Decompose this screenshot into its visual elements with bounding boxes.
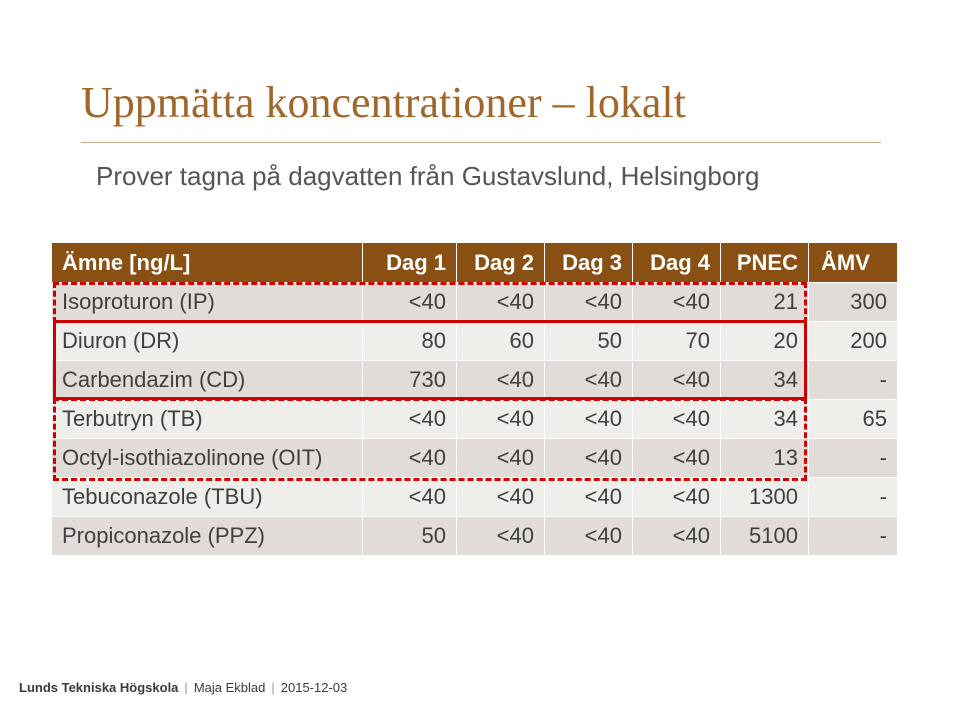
cell-substance: Isoproturon (IP) bbox=[52, 282, 362, 321]
cell-pnec: 13 bbox=[720, 438, 808, 477]
cell-day-4: 70 bbox=[632, 321, 720, 360]
table-row: Carbendazim (CD) 730 <40 <40 <40 34 - bbox=[52, 360, 897, 399]
cell-substance: Octyl-isothiazolinone (OIT) bbox=[52, 438, 362, 477]
cell-substance: Propiconazole (PPZ) bbox=[52, 516, 362, 555]
table-row: Diuron (DR) 80 60 50 70 20 200 bbox=[52, 321, 897, 360]
footer-separator: | bbox=[271, 680, 275, 695]
cell-day-1: 80 bbox=[362, 321, 456, 360]
cell-day-3: <40 bbox=[544, 477, 632, 516]
cell-day-2: <40 bbox=[456, 477, 544, 516]
cell-amv: - bbox=[808, 360, 897, 399]
table-row: Propiconazole (PPZ) 50 <40 <40 <40 5100 … bbox=[52, 516, 897, 555]
cell-pnec: 5100 bbox=[720, 516, 808, 555]
cell-day-3: <40 bbox=[544, 516, 632, 555]
header-day-1: Dag 1 bbox=[362, 243, 456, 282]
cell-day-4: <40 bbox=[632, 516, 720, 555]
cell-amv: 200 bbox=[808, 321, 897, 360]
cell-pnec: 1300 bbox=[720, 477, 808, 516]
header-amv: ÅMV bbox=[808, 243, 897, 282]
header-day-2: Dag 2 bbox=[456, 243, 544, 282]
cell-day-3: 50 bbox=[544, 321, 632, 360]
footer-date: 2015-12-03 bbox=[280, 680, 348, 695]
footer-separator: | bbox=[184, 680, 188, 695]
cell-day-4: <40 bbox=[632, 360, 720, 399]
cell-day-3: <40 bbox=[544, 399, 632, 438]
cell-substance: Carbendazim (CD) bbox=[52, 360, 362, 399]
slide-footer: Lunds Tekniska Högskola | Maja Ekblad | 2015… bbox=[19, 679, 347, 697]
cell-day-2: <40 bbox=[456, 516, 544, 555]
cell-substance: Terbutryn (TB) bbox=[52, 399, 362, 438]
cell-pnec: 34 bbox=[720, 360, 808, 399]
header-pnec: PNEC bbox=[720, 243, 808, 282]
cell-day-4: <40 bbox=[632, 399, 720, 438]
cell-substance: Tebuconazole (TBU) bbox=[52, 477, 362, 516]
cell-day-4: <40 bbox=[632, 438, 720, 477]
header-substance: Ämne [ng/L] bbox=[52, 243, 362, 282]
cell-day-2: <40 bbox=[456, 438, 544, 477]
cell-amv: - bbox=[808, 477, 897, 516]
cell-day-3: <40 bbox=[544, 438, 632, 477]
cell-day-2: <40 bbox=[456, 360, 544, 399]
table-row: Octyl-isothiazolinone (OIT) <40 <40 <40 … bbox=[52, 438, 897, 477]
cell-day-1: 50 bbox=[362, 516, 456, 555]
cell-day-3: <40 bbox=[544, 360, 632, 399]
cell-day-1: 730 bbox=[362, 360, 456, 399]
cell-day-2: <40 bbox=[456, 282, 544, 321]
slide-subtitle: Prover tagna på dagvatten från Gustavslu… bbox=[96, 161, 760, 191]
cell-substance: Diuron (DR) bbox=[52, 321, 362, 360]
footer-organization: Lunds Tekniska Högskola bbox=[19, 680, 179, 695]
cell-amv: 65 bbox=[808, 399, 897, 438]
cell-amv: 300 bbox=[808, 282, 897, 321]
cell-day-1: <40 bbox=[362, 282, 456, 321]
cell-day-1: <40 bbox=[362, 477, 456, 516]
cell-day-3: <40 bbox=[544, 282, 632, 321]
table-row: Isoproturon (IP) <40 <40 <40 <40 21 300 bbox=[52, 282, 897, 321]
concentration-table: Ämne [ng/L] Dag 1 Dag 2 Dag 3 Dag 4 PNEC… bbox=[52, 243, 897, 555]
cell-day-4: <40 bbox=[632, 477, 720, 516]
title-divider bbox=[81, 142, 881, 143]
table-row: Terbutryn (TB) <40 <40 <40 <40 34 65 bbox=[52, 399, 897, 438]
cell-amv: - bbox=[808, 516, 897, 555]
cell-amv: - bbox=[808, 438, 897, 477]
slide-title: Uppmätta koncentrationer – lokalt bbox=[81, 78, 686, 127]
footer-author: Maja Ekblad bbox=[193, 680, 266, 695]
cell-day-2: 60 bbox=[456, 321, 544, 360]
cell-pnec: 21 bbox=[720, 282, 808, 321]
cell-day-1: <40 bbox=[362, 399, 456, 438]
table-row: Tebuconazole (TBU) <40 <40 <40 <40 1300 … bbox=[52, 477, 897, 516]
cell-day-1: <40 bbox=[362, 438, 456, 477]
cell-day-4: <40 bbox=[632, 282, 720, 321]
cell-pnec: 20 bbox=[720, 321, 808, 360]
table-header-row: Ämne [ng/L] Dag 1 Dag 2 Dag 3 Dag 4 PNEC… bbox=[52, 243, 897, 282]
cell-day-2: <40 bbox=[456, 399, 544, 438]
cell-pnec: 34 bbox=[720, 399, 808, 438]
header-day-3: Dag 3 bbox=[544, 243, 632, 282]
header-day-4: Dag 4 bbox=[632, 243, 720, 282]
